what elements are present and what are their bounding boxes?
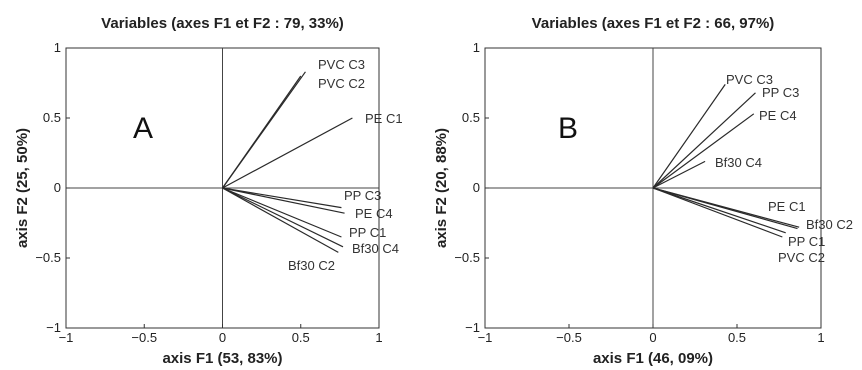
x-axis-label: axis F1 (46, 09%) <box>593 350 713 367</box>
variable-vector <box>652 113 755 189</box>
variable-label: PP C3 <box>344 188 381 203</box>
y-axis-label: axis F2 (25, 50%) <box>14 128 31 248</box>
x-tick-label: −1 <box>478 330 493 345</box>
panel-letter: A <box>133 112 153 145</box>
panel-letter: B <box>558 112 578 145</box>
y-tick-label: −1 <box>465 320 480 335</box>
y-tick-label: 0.5 <box>43 110 61 125</box>
variable-label: Bf30 C2 <box>288 258 335 273</box>
variable-label: PVC C2 <box>318 76 365 91</box>
variable-label: Bf30 C4 <box>352 241 399 256</box>
variable-label: Bf30 C4 <box>715 155 762 170</box>
variable-label: PP C1 <box>349 225 386 240</box>
variable-vector <box>652 187 798 230</box>
variable-vector <box>652 187 783 238</box>
variable-vector <box>222 187 342 238</box>
y-tick-label: 1 <box>473 40 480 55</box>
y-tick-label: 0 <box>473 180 480 195</box>
x-tick-label: −1 <box>59 330 74 345</box>
chart-title: Variables (axes F1 et F2 : 66, 97%) <box>532 15 775 32</box>
y-tick-label: 0.5 <box>462 110 480 125</box>
variable-vector <box>652 84 726 189</box>
variable-label: PP C3 <box>762 85 799 100</box>
y-tick-label: −1 <box>46 320 61 335</box>
variable-vector <box>222 117 353 189</box>
variable-vector <box>652 187 786 234</box>
y-tick-label: 0 <box>54 180 61 195</box>
panel-a: Variables (axes F1 et F2 : 79, 33%) −1−1 −… <box>14 15 403 367</box>
variable-vector <box>222 187 345 214</box>
variable-label: PVC C2 <box>778 250 825 265</box>
y-axis-label: axis F2 (20, 88%) <box>433 128 450 248</box>
variable-vector <box>222 75 302 189</box>
variable-label: PE C4 <box>759 108 797 123</box>
variable-label: PE C1 <box>768 199 806 214</box>
x-tick-label: 1 <box>817 330 824 345</box>
y-tick-label: −0.5 <box>454 250 480 265</box>
panel-b: Variables (axes F1 et F2 : 66, 97%) −1−1 −… <box>433 15 853 367</box>
y-tick-label: −0.5 <box>35 250 61 265</box>
variable-vector <box>652 160 706 189</box>
variable-label: PVC C3 <box>318 57 365 72</box>
x-tick-label: 0.5 <box>728 330 746 345</box>
variable-vector <box>652 92 756 189</box>
y-tick-label: 1 <box>54 40 61 55</box>
variable-label: PE C4 <box>355 206 393 221</box>
variable-label: Bf30 C2 <box>806 217 853 232</box>
x-axis-label: axis F1 (53, 83%) <box>162 350 282 367</box>
x-tick-label: 0.5 <box>292 330 310 345</box>
x-tick-label: −0.5 <box>131 330 157 345</box>
x-tick-label: 0 <box>649 330 656 345</box>
x-tick-label: 1 <box>375 330 382 345</box>
variable-label: PVC C3 <box>726 72 773 87</box>
variable-vector <box>222 187 344 248</box>
chart-title: Variables (axes F1 et F2 : 79, 33%) <box>101 15 344 32</box>
variable-label: PE C1 <box>365 111 403 126</box>
x-tick-label: −0.5 <box>556 330 582 345</box>
variable-vector <box>222 187 342 209</box>
x-tick-label: 0 <box>219 330 226 345</box>
variable-vector <box>222 187 339 253</box>
variable-label: PP C1 <box>788 234 825 249</box>
